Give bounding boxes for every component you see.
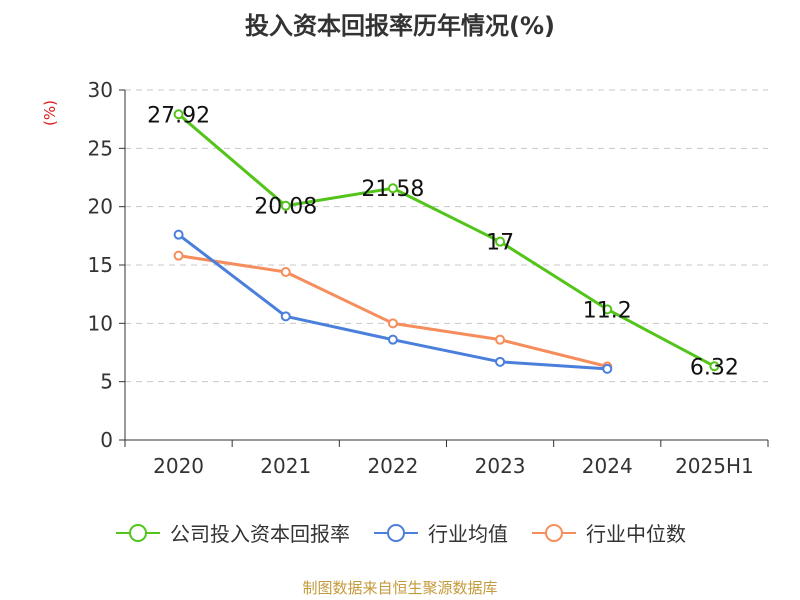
series-line xyxy=(178,254,608,368)
y-tick-label: 10 xyxy=(88,311,113,335)
data-point xyxy=(173,250,184,261)
data-point xyxy=(280,200,291,211)
legend-marker-icon xyxy=(116,523,160,542)
chart-title: 投入资本回报率历年情况(%) xyxy=(245,12,555,40)
x-tick-label: 2021 xyxy=(260,454,311,478)
data-point xyxy=(495,236,506,247)
x-tick-label: 2022 xyxy=(367,454,418,478)
y-tick-label: 30 xyxy=(88,78,113,102)
legend-item-industry-mean[interactable]: 行业均值 xyxy=(372,518,508,547)
data-point xyxy=(280,267,291,277)
legend: 公司投入资本回报率 行业均值 行业中位数 xyxy=(0,518,800,547)
y-tick-label: 20 xyxy=(88,195,113,219)
legend-marker-icon xyxy=(374,523,418,542)
data-label: 27.92 xyxy=(147,103,210,128)
series-line xyxy=(177,113,716,368)
data-label: 17 xyxy=(486,231,514,256)
legend-item-company[interactable]: 公司投入资本回报率 xyxy=(114,518,350,547)
y-tick-label: 0 xyxy=(100,428,113,452)
y-tick-label: 15 xyxy=(88,253,113,277)
data-point xyxy=(602,304,613,315)
series-lines xyxy=(173,109,720,374)
y-tick-label: 25 xyxy=(88,136,113,160)
data-labels: 27.92 20.08 21.58 17 11.2 6.32 xyxy=(147,103,739,380)
x-tick-label: 2023 xyxy=(475,454,526,478)
data-point xyxy=(173,229,184,240)
legend-label: 行业中位数 xyxy=(586,522,686,546)
data-point xyxy=(387,318,398,329)
data-point xyxy=(495,334,506,345)
data-point xyxy=(173,109,184,120)
x-tick-label: 2024 xyxy=(582,454,633,478)
gridlines xyxy=(125,89,768,383)
data-point xyxy=(495,356,506,367)
legend-label: 公司投入资本回报率 xyxy=(170,522,350,546)
source-note: 制图数据来自恒生聚源数据库 xyxy=(302,579,498,597)
data-label: 20.08 xyxy=(254,195,317,220)
series-line xyxy=(177,233,608,371)
legend-label: 行业均值 xyxy=(428,522,508,546)
data-point xyxy=(387,334,398,345)
y-tick-label: 5 xyxy=(100,370,113,394)
data-label: 11.2 xyxy=(583,298,632,323)
axes: 0 5 10 15 20 25 30 2020 2021 2022 2023 2024 2025H1 xyxy=(88,78,769,478)
data-point xyxy=(709,361,720,372)
data-label: 6.32 xyxy=(690,355,739,380)
x-tick-label: 2020 xyxy=(153,454,204,478)
legend-marker-icon xyxy=(532,523,576,542)
data-point xyxy=(602,363,613,374)
legend-item-industry-median[interactable]: 行业中位数 xyxy=(530,518,686,547)
x-tick-label: 2025H1 xyxy=(675,454,754,478)
data-label: 21.58 xyxy=(361,177,424,202)
data-point xyxy=(387,183,398,194)
data-point xyxy=(280,311,291,322)
